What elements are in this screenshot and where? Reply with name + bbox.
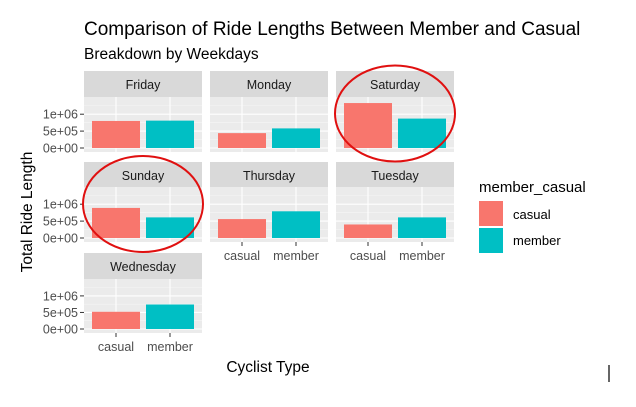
legend-key-casual [479,201,503,226]
facet-strip-bg [84,162,202,187]
x-tick-label-casual: casual [98,340,134,354]
facet-sunday: Sunday 0e+00 5e+05 1e+06 [43,162,202,246]
x-axis-title: Cyclist Type [226,359,309,376]
facet-label-monday: Monday [247,78,292,92]
annotation-layer [82,64,456,253]
facet-strip-bg [210,71,328,97]
bar-monday-member [272,128,320,148]
facet-strip-bg [84,71,202,97]
legend-label-member: member [513,233,561,248]
bar-wednesday-casual [92,311,140,329]
legend-title: member_casual [479,179,586,196]
facet-saturday: Saturday [336,71,454,152]
y-tick-label: 0e+00 [43,142,78,156]
facet-label-sunday: Sunday [122,169,165,183]
y-tick-label: 5e+05 [43,125,78,139]
facet-label-thursday: Thursday [243,169,296,183]
facet-label-saturday: Saturday [370,78,421,92]
x-tick-label-casual: casual [224,249,260,263]
legend-label-casual: casual [513,207,551,222]
y-tick-label: 0e+00 [43,232,78,246]
facet-label-wednesday: Wednesday [110,260,177,274]
facet-thursday: Thursday casual member [210,162,328,263]
bar-friday-member [146,120,194,148]
facet-wednesday: Wednesday 0e+00 5e+05 1e+06 casual member [43,253,202,354]
facet-strip-bg [336,71,454,97]
chart-title: Comparison of Ride Lengths Between Membe… [84,19,580,40]
y-tick-label: 5e+05 [43,306,78,320]
bar-sunday-casual [92,207,140,238]
facet-panels: Friday 0e+00 5e+05 1e+06 Monday Saturday Sunda… [43,71,454,354]
y-tick-label: 1e+06 [43,289,78,303]
bar-thursday-casual [218,219,266,238]
bar-sunday-member [146,217,194,238]
x-tick-label-member: member [273,249,319,263]
bar-saturday-casual [344,103,392,148]
bar-wednesday-member [146,304,194,329]
bar-saturday-member [398,118,446,148]
legend-key-member [479,228,503,253]
bar-thursday-member [272,211,320,238]
facet-strip-bg [84,253,202,279]
legend: member_casual casual member [479,179,586,253]
facet-monday: Monday [210,71,328,152]
y-tick-label: 1e+06 [43,198,78,212]
facet-strip-bg [336,162,454,187]
y-axis-title: Total Ride Length [19,152,36,273]
facet-label-friday: Friday [126,78,161,92]
chart-subtitle: Breakdown by Weekdays [84,46,259,63]
bar-tuesday-member [398,217,446,238]
y-tick-label: 0e+00 [43,323,78,337]
y-tick-label: 5e+05 [43,215,78,229]
facet-strip-bg [210,162,328,187]
x-tick-label-member: member [147,340,193,354]
x-tick-label-member: member [399,249,445,263]
highlight-circle-saturday [334,64,456,163]
y-tick-label: 1e+06 [43,108,78,122]
facet-tuesday: Tuesday casual member [336,162,454,263]
bar-tuesday-casual [344,224,392,238]
bar-friday-casual [92,120,140,148]
x-tick-label-casual: casual [350,249,386,263]
facet-friday: Friday 0e+00 5e+05 1e+06 [43,71,202,156]
highlight-circle-sunday [82,155,204,253]
bar-monday-casual [218,133,266,148]
facet-label-tuesday: Tuesday [371,169,419,183]
